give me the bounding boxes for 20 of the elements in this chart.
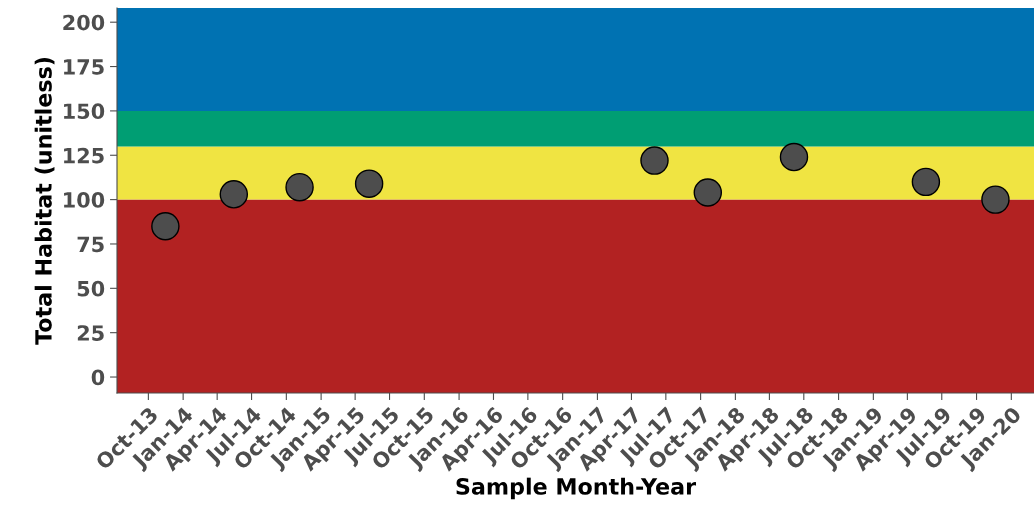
point (693, 178, 723, 207)
y-tick-label: 50 (77, 280, 105, 297)
point (640, 146, 669, 175)
y-axis-title: Total Habitat (unitless) (34, 57, 55, 345)
x-axis-title: Sample Month-Year (456, 477, 697, 500)
y-tick-label: 200 (63, 14, 105, 31)
y-tick-label: 75 (77, 236, 104, 253)
point (219, 180, 249, 209)
point (285, 172, 314, 202)
y-tick-label: 0 (91, 369, 105, 386)
point (981, 185, 1010, 214)
y-tick-label: 175 (64, 59, 104, 75)
y-tick-label: 25 (77, 325, 104, 341)
point (151, 211, 180, 241)
y-tick-label: 100 (64, 192, 105, 208)
y-tick-label: 150 (64, 103, 105, 120)
point (911, 167, 941, 197)
y-tick-label: 125 (64, 147, 104, 164)
point (354, 169, 384, 198)
point (779, 142, 809, 172)
